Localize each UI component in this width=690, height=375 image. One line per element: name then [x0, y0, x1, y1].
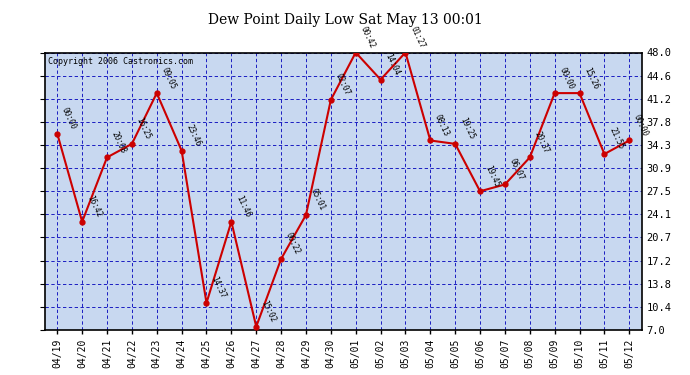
Text: 19:25: 19:25 [458, 116, 476, 141]
Text: Copyright 2006 Castronics.com: Copyright 2006 Castronics.com [48, 57, 193, 66]
Text: 14:37: 14:37 [209, 275, 227, 300]
Text: 09:05: 09:05 [159, 66, 177, 90]
Text: 16:42: 16:42 [85, 194, 103, 219]
Text: 08:13: 08:13 [433, 113, 451, 138]
Text: 16:25: 16:25 [135, 116, 152, 141]
Text: 02:07: 02:07 [334, 72, 351, 97]
Text: 01:27: 01:27 [408, 25, 426, 50]
Text: Dew Point Daily Low Sat May 13 00:01: Dew Point Daily Low Sat May 13 00:01 [208, 13, 482, 27]
Text: 00:00: 00:00 [558, 66, 575, 90]
Text: 15:02: 15:02 [259, 299, 277, 324]
Text: 20:37: 20:37 [533, 130, 551, 154]
Text: 00:22: 00:22 [284, 231, 302, 256]
Text: 11:46: 11:46 [234, 194, 252, 219]
Text: 00:00: 00:00 [632, 113, 650, 138]
Text: 14:04: 14:04 [384, 52, 402, 77]
Text: 19:45: 19:45 [483, 164, 501, 189]
Text: 20:08: 20:08 [110, 130, 128, 154]
Text: 00:00: 00:00 [60, 106, 78, 131]
Text: 06:07: 06:07 [508, 157, 526, 182]
Text: 21:55: 21:55 [607, 126, 625, 151]
Text: 00:42: 00:42 [359, 25, 377, 50]
Text: 23:46: 23:46 [184, 123, 202, 148]
Text: 05:01: 05:01 [308, 188, 326, 212]
Text: 15:26: 15:26 [582, 66, 600, 90]
